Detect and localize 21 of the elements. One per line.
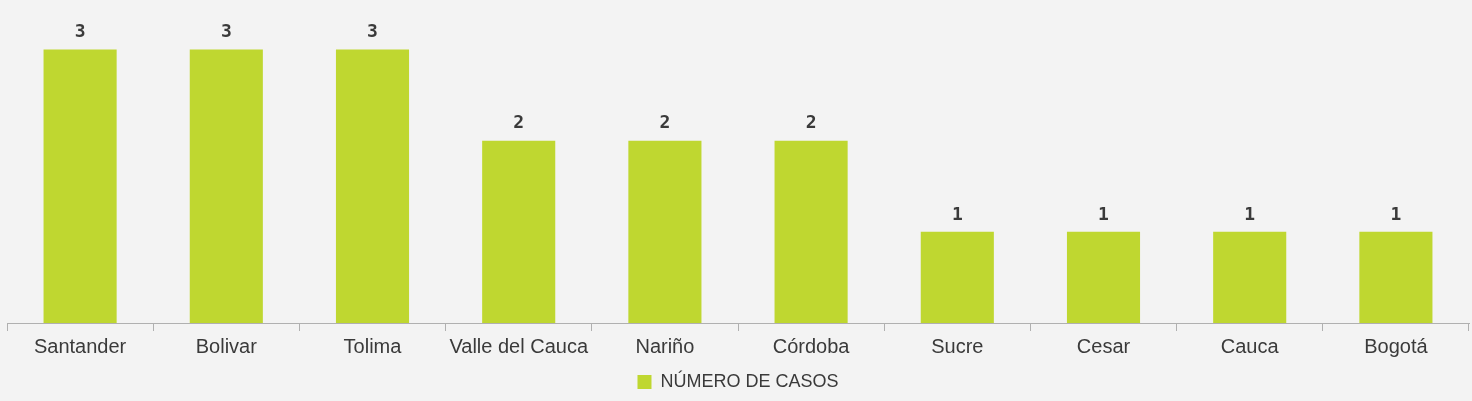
data-label: 1 (1244, 202, 1256, 224)
data-label: 2 (805, 111, 817, 133)
data-label: 3 (220, 20, 232, 42)
data-label: 1 (1098, 202, 1109, 224)
data-label: 3 (367, 20, 378, 42)
x-tick-label: Santander (33, 334, 127, 357)
data-label: 3 (74, 20, 86, 42)
data-label: 1 (1390, 202, 1402, 224)
data-label: 1 (951, 202, 963, 224)
x-tick-label: Sucre (931, 334, 984, 357)
legend-label: NÚMERO DE CASOS (660, 369, 839, 391)
x-tick-label: Cesar (1076, 334, 1131, 357)
x-tick-label: Bolivar (195, 334, 258, 357)
x-tick-label: Bogotá (1364, 334, 1429, 357)
x-tick-label: Córdoba (772, 334, 851, 357)
data-label: 2 (513, 111, 525, 133)
x-tick-label: Nariño (635, 334, 695, 357)
x-tick-label: Tolima (343, 334, 403, 357)
x-tick-label: Valle del Cauca (449, 334, 589, 357)
x-tick-label: Cauca (1220, 334, 1280, 357)
data-label: 2 (659, 111, 671, 133)
